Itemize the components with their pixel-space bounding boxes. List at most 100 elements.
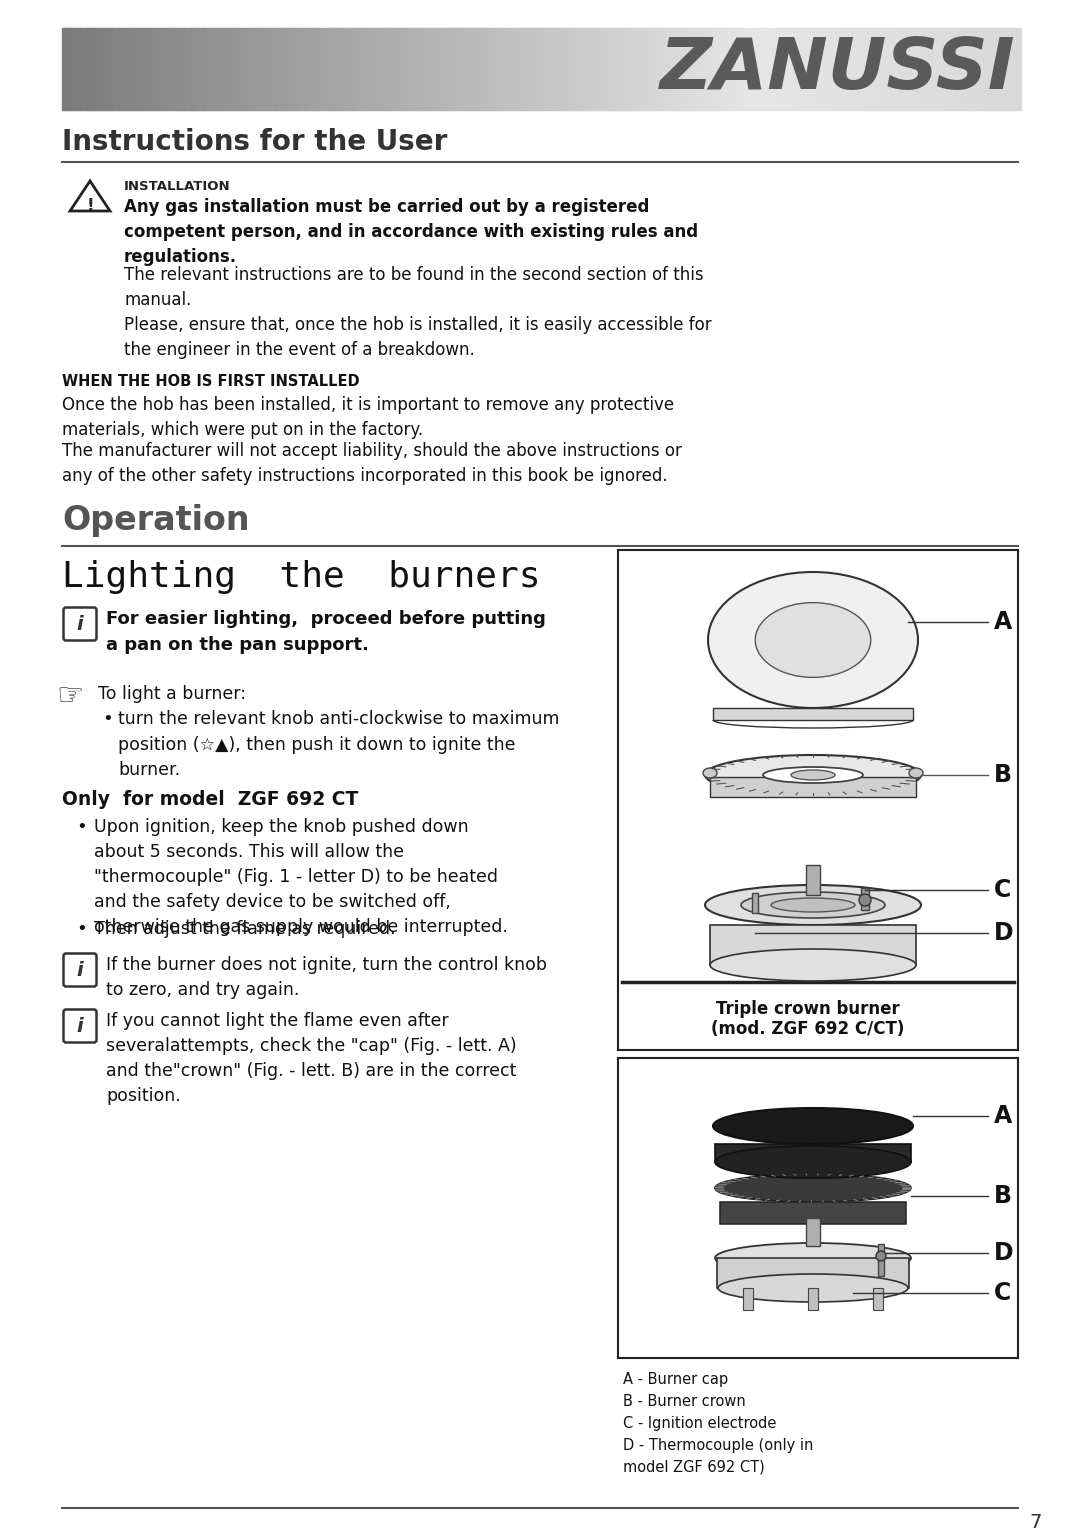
Bar [565,28,568,110]
Ellipse shape [713,1108,913,1144]
Bar [998,28,1001,110]
Bar [541,28,544,110]
Bar [702,28,704,110]
Bar [881,28,885,110]
Bar [62,28,65,110]
Bar [802,28,806,110]
Bar [189,28,192,110]
Bar [649,28,652,110]
Bar [977,28,980,110]
Bar [502,28,505,110]
Bar [508,28,511,110]
Bar [710,777,916,797]
Bar [738,28,741,110]
Bar [71,28,75,110]
Bar [455,28,458,110]
Bar [620,28,623,110]
Bar [220,28,224,110]
Bar [663,28,666,110]
Bar [996,28,999,110]
Bar [704,28,707,110]
Bar [225,28,228,110]
Bar [579,28,582,110]
Bar [505,28,509,110]
Bar [1003,28,1007,110]
Bar [994,28,997,110]
Bar [694,28,698,110]
Bar [642,28,645,110]
Bar [165,28,168,110]
Bar [872,28,875,110]
Bar [671,28,674,110]
Bar [83,28,86,110]
Bar [409,28,413,110]
Bar [878,1244,885,1276]
Bar [622,28,625,110]
Bar [321,28,324,110]
Text: C - Ignition electrode: C - Ignition electrode [623,1416,777,1431]
Bar [807,28,810,110]
Bar [215,28,218,110]
Bar [752,893,758,913]
Bar [136,28,139,110]
Bar [392,28,395,110]
Bar [311,28,314,110]
Bar [861,889,869,910]
Bar [163,28,166,110]
Bar [266,28,269,110]
Bar [153,28,157,110]
Bar [907,28,910,110]
Circle shape [859,895,870,905]
Bar [824,28,827,110]
Bar [876,28,879,110]
Bar [429,28,432,110]
Bar [488,28,491,110]
Text: Triple crown burner: Triple crown burner [716,1000,900,1017]
Bar [287,28,291,110]
Bar [445,28,448,110]
Bar [414,28,417,110]
Bar [667,28,671,110]
Bar [120,28,123,110]
Text: A: A [994,610,1012,634]
Bar [203,28,206,110]
Bar [191,28,194,110]
Bar [604,28,607,110]
Bar [481,28,484,110]
Bar [543,28,546,110]
Bar [185,28,187,110]
Bar [464,28,468,110]
Text: (mod. ZGF 692 C/CT): (mod. ZGF 692 C/CT) [712,1020,905,1039]
Bar [862,28,865,110]
Bar [303,28,307,110]
Bar [557,28,561,110]
Bar [246,28,249,110]
Ellipse shape [705,885,921,925]
Bar [563,28,566,110]
Text: The relevant instructions are to be found in the second section of this
manual.: The relevant instructions are to be foun… [124,267,704,309]
Bar [496,28,499,110]
Bar [67,28,70,110]
Bar [117,28,120,110]
Bar [651,28,654,110]
Bar [1008,28,1011,110]
Text: Please, ensure that, once the hob is installed, it is easily accessible for
the : Please, ensure that, once the hob is ins… [124,316,712,358]
Bar [433,28,436,110]
Bar [534,28,537,110]
Bar [208,28,212,110]
Bar [929,28,932,110]
Bar [258,28,261,110]
Bar [730,28,733,110]
Bar [874,28,877,110]
Bar [386,28,389,110]
Bar [297,28,300,110]
Bar [901,28,904,110]
Bar [752,28,755,110]
Bar [417,28,420,110]
Text: turn the relevant knob anti-clockwise to maximum
position (☆▲), then push it dow: turn the relevant knob anti-clockwise to… [118,709,559,780]
Text: •: • [102,709,112,728]
Bar [282,28,285,110]
Bar [936,28,940,110]
Bar [831,28,834,110]
Bar [785,28,788,110]
